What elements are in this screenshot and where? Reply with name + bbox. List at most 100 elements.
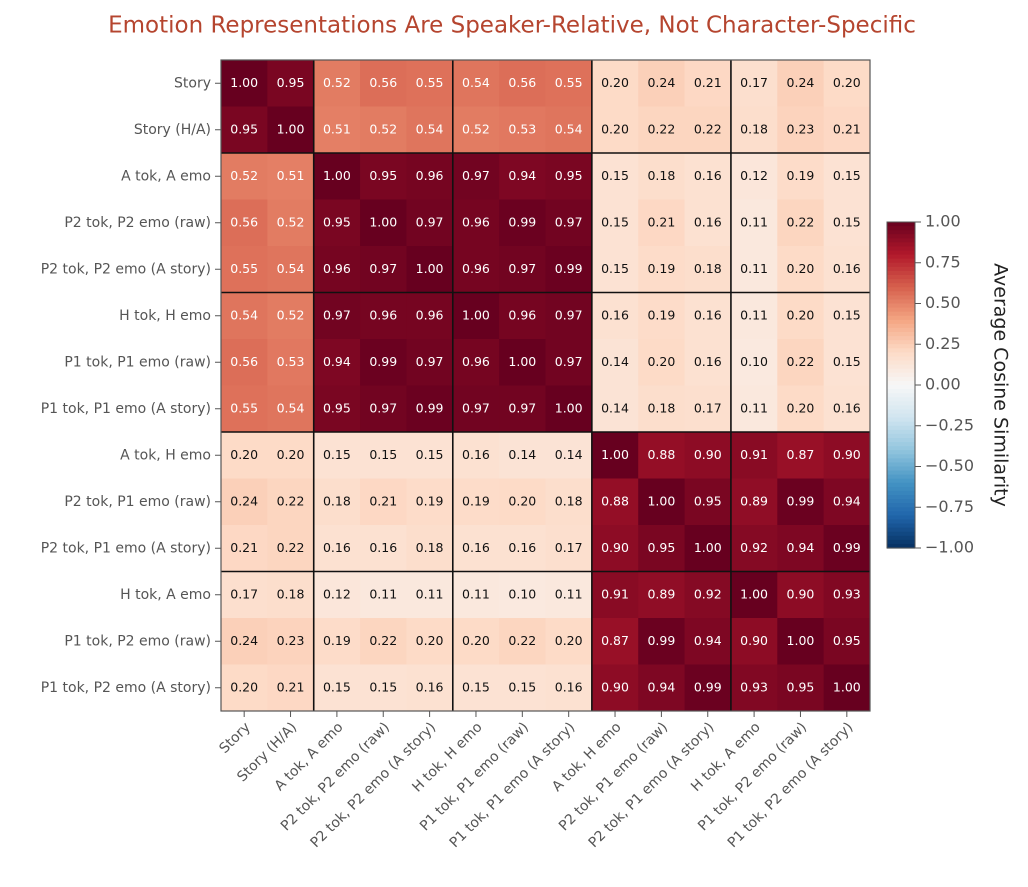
heatmap-cell [499,339,546,386]
heatmap-cell [823,339,871,386]
heatmap-cell [545,339,593,386]
colorbar-segment [887,437,915,443]
cell-label: 0.97 [555,214,583,229]
y-tick-label: A tok, A emo [121,168,211,184]
cell-label: 0.16 [694,214,722,229]
heatmap-cell [684,664,732,712]
colorbar-segment [887,230,915,235]
cell-label: 0.87 [601,633,629,648]
heatmap-cell [777,292,825,340]
heatmap-cell [823,618,871,665]
heatmap-cell [313,106,361,154]
heatmap-cell [406,478,454,526]
heatmap-cell [591,199,639,247]
colorbar-segment [887,327,915,333]
colorbar-tick-label: −0.50 [925,456,974,475]
heatmap-cell [684,153,732,200]
colorbar-segment [887,450,915,455]
cell-label: 0.14 [508,447,536,462]
heatmap-cell [360,525,407,572]
heatmap-cell [313,153,361,200]
heatmap-cell [499,571,546,619]
cell-label: 0.16 [416,679,444,694]
heatmap-cell [452,385,500,433]
cell-label: 0.17 [740,75,768,90]
heatmap-cell [591,385,639,433]
heatmap-cell [684,571,732,619]
heatmap-cell [545,199,593,247]
heatmap-cell [499,432,546,479]
heatmap-cell [313,246,361,293]
colorbar-segment [887,234,915,239]
cell-label: 0.16 [369,540,397,555]
colorbar-segment [887,368,915,374]
cell-label: 0.52 [277,307,305,322]
cell-label: 0.52 [277,214,305,229]
cell-label: 0.99 [694,679,722,694]
colorbar-segment [887,401,915,406]
heatmap-cell [638,525,686,572]
heatmap-cell [452,106,500,154]
cell-label: 1.00 [462,307,490,322]
heatmap-cell [730,153,778,200]
cell-label: 0.15 [601,168,629,183]
cell-label: 0.20 [647,354,675,369]
cell-label: 0.24 [647,75,675,90]
heatmap-cell [777,618,825,665]
cell-label: 0.19 [462,493,490,508]
colorbar-segment [887,474,915,480]
cell-label: 0.20 [508,493,536,508]
cell-label: 0.15 [833,214,861,229]
y-tick-label: A tok, H emo [120,447,211,463]
cell-label: 0.99 [416,400,444,415]
heatmap-cell [267,292,315,340]
cell-label: 0.52 [323,75,351,90]
colorbar-segment [887,356,915,362]
heatmap-cell [406,664,454,712]
heatmap-cell [452,60,500,107]
heatmap-cell [452,478,500,526]
colorbar-segment [887,535,915,541]
cell-label: 0.18 [647,168,675,183]
heatmap-cell [452,664,500,712]
heatmap-cell [360,664,407,712]
cell-label: 0.23 [277,633,305,648]
heatmap-cell [823,153,871,200]
colorbar-segment [887,393,915,398]
cell-label: 0.17 [555,540,583,555]
heatmap-cell [499,618,546,665]
heatmap-cell [313,664,361,712]
heatmap-cell [313,339,361,386]
heatmap-cell [591,60,639,107]
cell-label: 0.18 [740,121,768,136]
heatmap-cell [221,106,268,154]
cell-label: 0.94 [647,679,675,694]
heatmap-cell [777,478,825,526]
cell-label: 0.18 [416,540,444,555]
cell-label: 0.11 [740,400,768,415]
heatmap-cell [452,432,500,479]
cell-label: 0.15 [323,447,351,462]
colorbar-segment [887,519,915,525]
heatmap-cell [267,525,315,572]
heatmap-cell [823,246,871,293]
colorbar-segment [887,319,915,325]
cell-label: 0.12 [740,168,768,183]
cell-label: 0.23 [787,121,815,136]
heatmap-cell [591,525,639,572]
y-tick-label: P1 tok, P2 emo (A story) [41,680,211,696]
heatmap-cell [777,339,825,386]
cell-label: 0.16 [833,261,861,276]
cell-label: 0.90 [601,540,629,555]
colorbar-segment [887,417,915,423]
cell-label: 0.11 [462,586,490,601]
colorbar-segment [887,478,915,484]
colorbar-segment [887,238,915,243]
cell-label: 0.91 [740,447,768,462]
cell-label: 1.00 [416,261,444,276]
cell-label: 0.94 [833,493,861,508]
heatmap-cell [221,618,268,665]
heatmap-cell [545,60,593,107]
colorbar-segment [887,429,915,435]
